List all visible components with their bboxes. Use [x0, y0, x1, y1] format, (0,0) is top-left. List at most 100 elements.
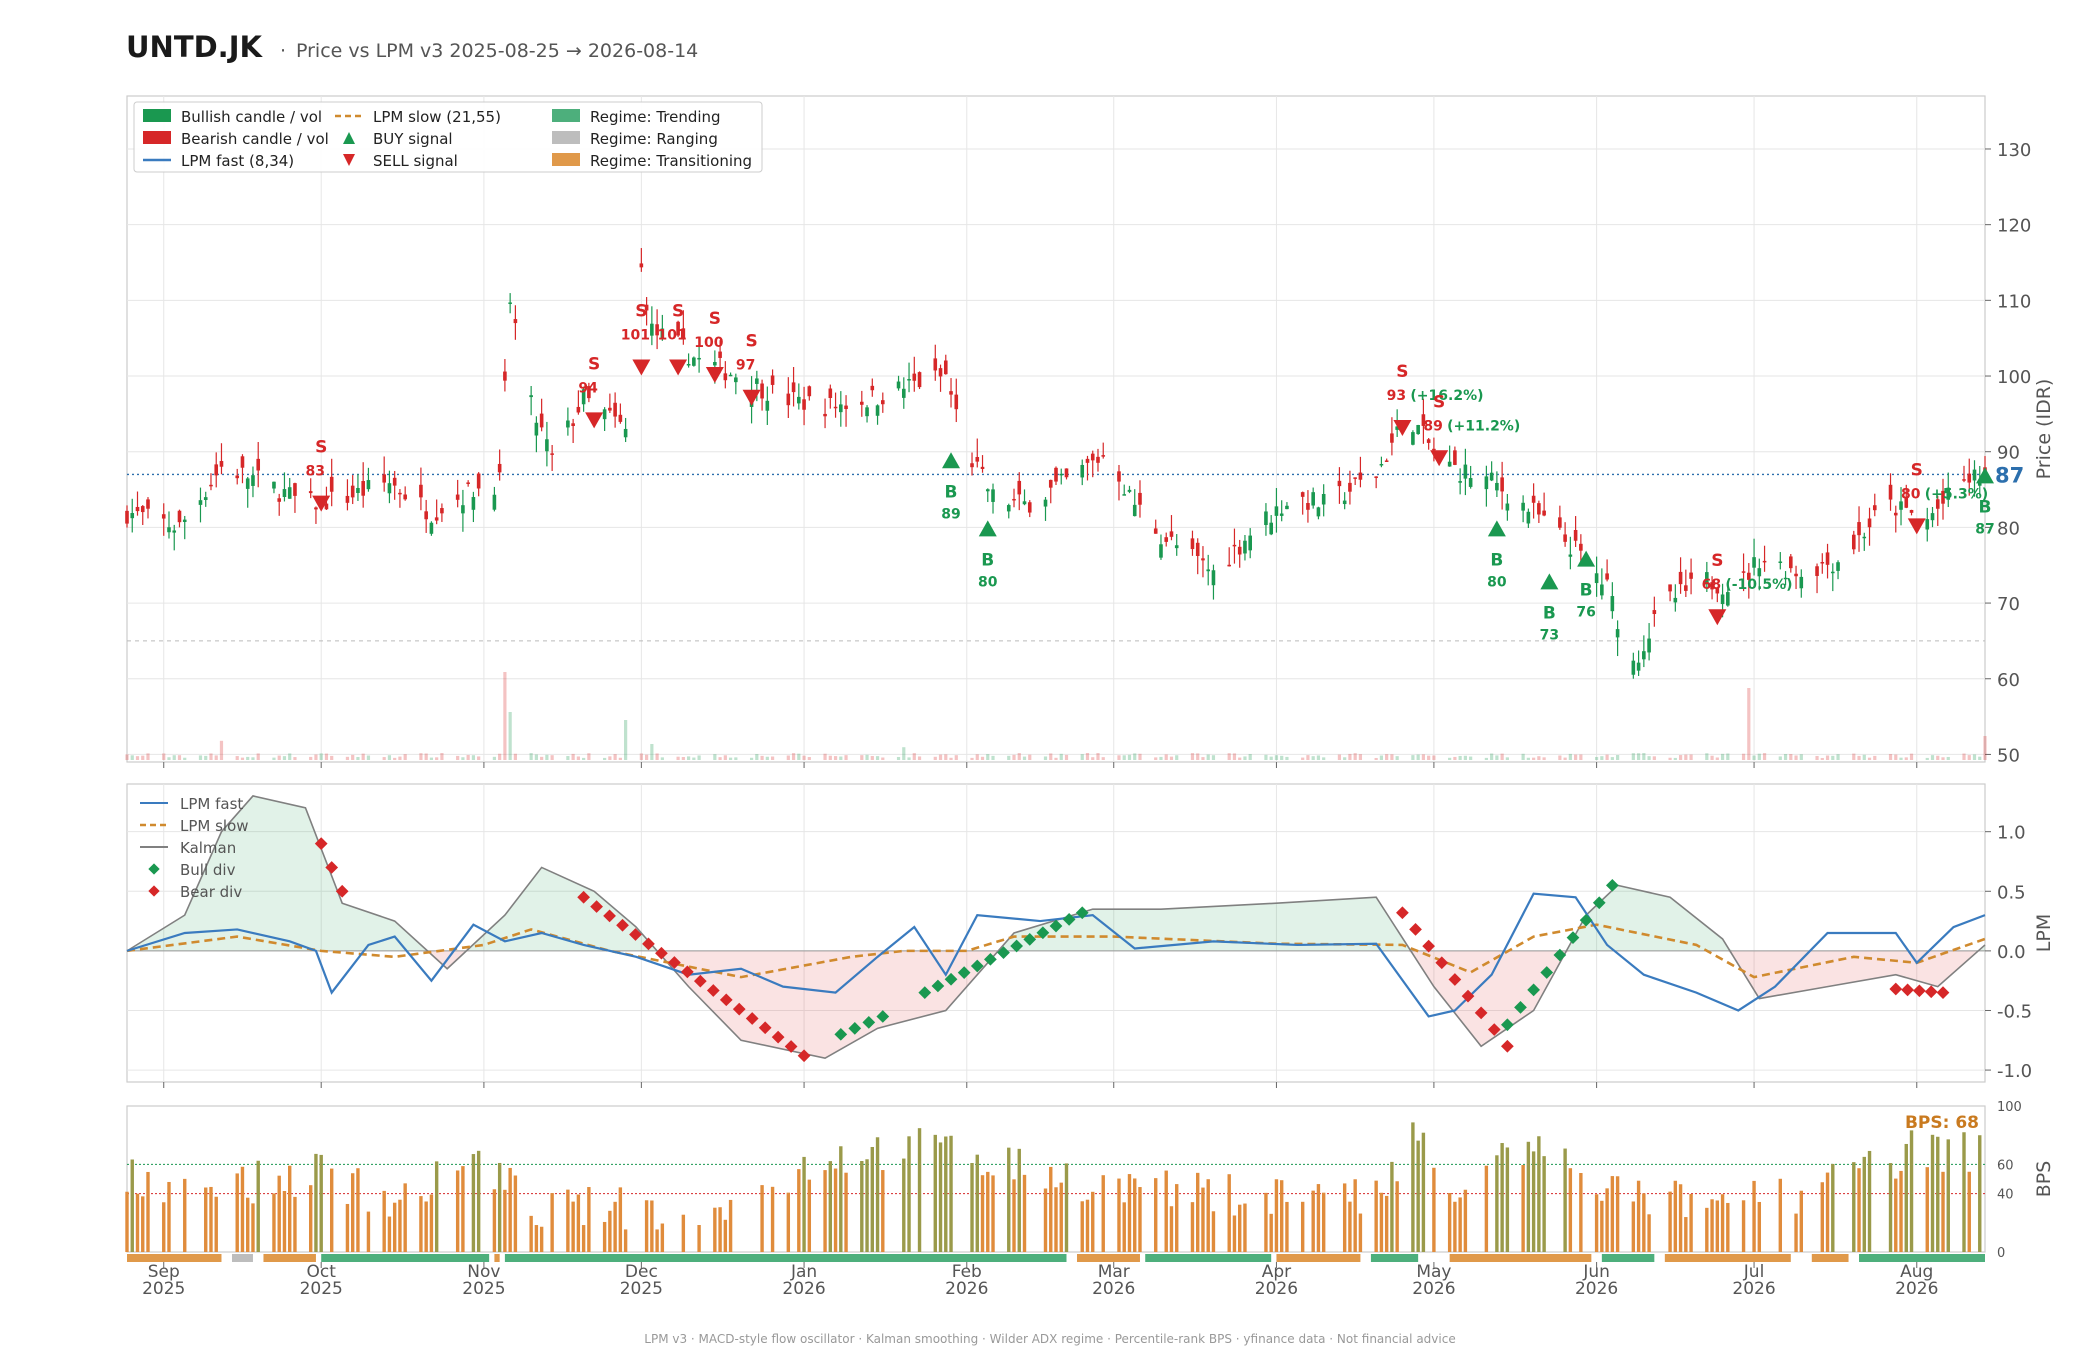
legend-swatch — [552, 153, 580, 166]
bps-bar — [1353, 1179, 1357, 1252]
candle-body — [1899, 501, 1903, 510]
legend-swatch — [552, 109, 580, 122]
legend-label: Regime: Trending — [590, 108, 721, 126]
candle-body — [1374, 476, 1378, 478]
sell-signal-marker — [312, 495, 331, 512]
sell-signal-score: 89 — [1423, 418, 1442, 434]
price-legend: Bullish candle / vol Bearish candle / vol… — [133, 101, 763, 173]
volume-bar — [492, 756, 497, 760]
volume-bar — [1873, 755, 1877, 760]
regime-transitioning-band — [494, 1254, 500, 1262]
volume-bar — [608, 756, 612, 760]
volume-bar — [1574, 754, 1578, 760]
volume-bar — [1463, 755, 1467, 760]
volume-bar — [566, 756, 570, 760]
volume-bar — [839, 756, 843, 760]
candle-body — [1684, 585, 1688, 591]
candle-body — [566, 420, 570, 428]
volume-bar — [1610, 757, 1614, 760]
x-tick-month: Jun — [1582, 1262, 1610, 1282]
bps-bar — [728, 1199, 733, 1252]
bps-bar — [865, 1159, 869, 1252]
candle-body — [1306, 503, 1310, 510]
candle-body — [875, 405, 880, 416]
legend-label: Kalman — [180, 839, 236, 857]
candle-body — [1563, 534, 1567, 542]
bps-bar — [581, 1225, 586, 1252]
legend-label: SELL signal — [373, 152, 458, 170]
volume-bar — [1395, 756, 1399, 760]
bps-bar — [1279, 1180, 1284, 1252]
last-price-label: 87 — [1995, 463, 2024, 487]
candle-body — [466, 482, 470, 484]
bps-bar — [1684, 1217, 1688, 1252]
volume-bar — [1196, 753, 1200, 760]
candle-body — [1484, 476, 1489, 490]
bps-bar — [1374, 1180, 1378, 1252]
regime-transitioning-band — [263, 1254, 316, 1262]
price-tick-label: 120 — [1997, 216, 2031, 237]
lpm-positive-fill — [127, 795, 1985, 951]
candle-body — [419, 484, 423, 498]
bps-bar — [1421, 1132, 1426, 1252]
volume-bar — [1280, 755, 1284, 760]
bps-bar — [839, 1146, 843, 1252]
bps-axis-label: BPS — [2033, 1161, 2055, 1198]
candle-body — [912, 373, 917, 381]
candle-body — [1489, 472, 1494, 481]
bps-bar — [235, 1173, 239, 1252]
legend-label: LPM fast — [180, 795, 243, 813]
volume-bar — [1668, 757, 1672, 760]
bps-bar — [497, 1162, 502, 1252]
x-tick-month: Feb — [952, 1262, 982, 1282]
bps-bar — [1752, 1180, 1756, 1252]
volume-bar — [907, 757, 911, 760]
candle-body — [1558, 517, 1562, 528]
volume-bar — [676, 756, 680, 760]
candle-body — [718, 351, 722, 358]
candle-body — [529, 395, 533, 398]
volume-bar — [141, 755, 145, 760]
volume-bar — [1117, 755, 1121, 760]
buy-signal-marker — [942, 452, 961, 469]
volume-bar — [1012, 754, 1016, 760]
volume-bar — [723, 755, 727, 760]
bps-bar — [1484, 1165, 1489, 1252]
bps-bar — [1537, 1136, 1541, 1252]
bps-bar — [424, 1201, 428, 1252]
x-tick-year: 2026 — [1092, 1279, 1135, 1299]
sell-signal-marker — [742, 389, 761, 406]
bps-bar — [1720, 1194, 1725, 1252]
candle-body — [1085, 458, 1090, 463]
volume-bar — [219, 740, 224, 760]
candle-body — [345, 495, 350, 503]
bps-bar — [1348, 1201, 1352, 1252]
legend-label: Regime: Transitioning — [590, 152, 752, 170]
bps-bar — [980, 1175, 985, 1252]
volume-bar — [351, 754, 355, 760]
candle-body — [896, 381, 901, 389]
candle-body — [1122, 494, 1127, 496]
volume-bar — [1243, 756, 1247, 760]
volume-bar — [1521, 753, 1525, 760]
bps-bar — [419, 1196, 423, 1252]
bps-bar — [697, 1225, 701, 1252]
candle-body — [1505, 503, 1510, 511]
candle-body — [1264, 511, 1268, 526]
volume-bar — [1411, 755, 1415, 760]
volume-bar — [1972, 754, 1977, 760]
legend-swatch — [552, 131, 580, 144]
candle-body — [1463, 464, 1468, 479]
x-tick-year: 2025 — [300, 1279, 343, 1299]
bps-bar — [1358, 1213, 1363, 1252]
buy-signal-score: 80 — [978, 574, 998, 590]
sell-signal-score: 93 — [1387, 388, 1406, 404]
bps-bar — [529, 1215, 533, 1252]
candle-body — [1762, 560, 1767, 563]
candle-body — [424, 511, 428, 520]
bps-bar — [1930, 1134, 1935, 1252]
volume-bar — [466, 754, 470, 760]
legend-label: Bearish candle / vol — [181, 130, 329, 148]
candle-body — [1615, 629, 1620, 638]
volume-bar — [1605, 754, 1609, 760]
